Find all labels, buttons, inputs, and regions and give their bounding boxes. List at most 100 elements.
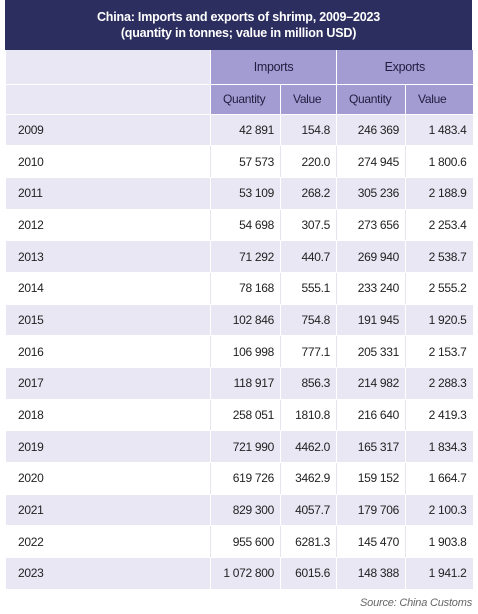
value-cell: 4462.0 xyxy=(279,430,337,464)
value-cell: 273 656 xyxy=(336,209,406,242)
table-row: 2019 721 990 4462.0 165 317 1 834.3 xyxy=(5,430,473,464)
group-header-row: Imports Exports xyxy=(5,50,473,85)
value-cell: 159 152 xyxy=(336,462,406,495)
table-row: 2011 53 109 268.2 305 236 2 188.9 xyxy=(5,177,473,210)
value-cell: 1 941.2 xyxy=(405,557,473,590)
value-cell: 619 726 xyxy=(210,462,281,495)
year-cell: 2018 xyxy=(5,399,211,432)
year-cell: 2017 xyxy=(5,367,211,400)
table-row: 2009 42 891 154.8 246 369 1 483.4 xyxy=(5,114,473,147)
value-cell: 1 903.8 xyxy=(405,525,473,559)
table-row: 2020 619 726 3462.9 159 152 1 664.7 xyxy=(5,462,473,495)
value-cell: 2 538.7 xyxy=(405,240,473,273)
year-cell: 2023 xyxy=(5,557,211,590)
column-header: Value xyxy=(405,84,473,115)
value-cell: 274 945 xyxy=(336,145,406,178)
year-cell: 2019 xyxy=(5,430,211,464)
value-cell: 191 945 xyxy=(336,304,406,337)
table-row: 2022 955 600 6281.3 145 470 1 903.8 xyxy=(5,525,473,559)
column-header-row: Quantity Value Quantity Value xyxy=(5,84,473,115)
value-cell: 214 982 xyxy=(336,367,406,400)
value-cell: 1810.8 xyxy=(279,399,337,432)
value-cell: 1 834.3 xyxy=(405,430,473,464)
value-cell: 1 483.4 xyxy=(405,114,473,147)
value-cell: 179 706 xyxy=(336,494,406,527)
value-cell: 220.0 xyxy=(279,145,337,178)
value-cell: 118 917 xyxy=(210,367,281,400)
table-row: 2012 54 698 307.5 273 656 2 253.4 xyxy=(5,209,473,242)
value-cell: 4057.7 xyxy=(279,494,337,527)
table-row: 2013 71 292 440.7 269 940 2 538.7 xyxy=(5,240,473,273)
value-cell: 269 940 xyxy=(336,240,406,273)
group-header: Exports xyxy=(336,50,473,85)
value-cell: 829 300 xyxy=(210,494,281,527)
value-cell: 2 288.3 xyxy=(405,367,473,400)
value-cell: 555.1 xyxy=(279,272,337,305)
value-cell: 777.1 xyxy=(279,335,337,368)
year-cell: 2011 xyxy=(5,177,211,210)
value-cell: 102 846 xyxy=(210,304,281,337)
value-cell: 2 555.2 xyxy=(405,272,473,305)
value-cell: 57 573 xyxy=(210,145,281,178)
value-cell: 440.7 xyxy=(279,240,337,273)
year-cell: 2013 xyxy=(5,240,211,273)
value-cell: 205 331 xyxy=(336,335,406,368)
value-cell: 754.8 xyxy=(279,304,337,337)
value-cell: 1 920.5 xyxy=(405,304,473,337)
source-note: Source: China Customs xyxy=(360,597,472,609)
value-cell: 1 664.7 xyxy=(405,462,473,495)
group-header: Imports xyxy=(209,50,337,85)
value-cell: 233 240 xyxy=(336,272,406,305)
value-cell: 955 600 xyxy=(210,525,281,559)
value-cell: 258 051 xyxy=(210,399,281,432)
year-cell: 2010 xyxy=(5,145,211,178)
value-cell: 6015.6 xyxy=(279,557,337,590)
table-card: China: Imports and exports of shrimp, 20… xyxy=(5,0,473,590)
value-cell: 145 470 xyxy=(336,525,406,559)
title-line: China: Imports and exports of shrimp, 20… xyxy=(96,10,381,24)
year-cell: 2016 xyxy=(5,335,211,368)
value-cell: 305 236 xyxy=(336,177,406,210)
value-cell: 78 168 xyxy=(210,272,281,305)
value-cell: 71 292 xyxy=(210,240,281,273)
column-header: Quantity xyxy=(210,84,281,115)
table-row: 2023 1 072 800 6015.6 148 388 1 941.2 xyxy=(5,557,473,590)
value-cell: 856.3 xyxy=(279,367,337,400)
column-header: Quantity xyxy=(336,84,406,115)
year-cell: 2012 xyxy=(5,209,211,242)
value-cell: 307.5 xyxy=(279,209,337,242)
year-cell: 2014 xyxy=(5,272,211,305)
year-cell: 2022 xyxy=(5,525,211,559)
table-row: 2010 57 573 220.0 274 945 1 800.6 xyxy=(5,145,473,178)
year-cell: 2021 xyxy=(5,494,211,527)
value-cell: 2 188.9 xyxy=(405,177,473,210)
table-row: 2021 829 300 4057.7 179 706 2 100.3 xyxy=(5,494,473,527)
value-cell: 3462.9 xyxy=(279,462,337,495)
value-cell: 2 419.3 xyxy=(405,399,473,432)
value-cell: 1 072 800 xyxy=(210,557,281,590)
data-table: Imports Exports Quantity Value Quantity Val… xyxy=(5,50,473,590)
value-cell: 1 800.6 xyxy=(405,145,473,178)
value-cell: 54 698 xyxy=(210,209,281,242)
value-cell: 42 891 xyxy=(210,114,281,147)
value-cell: 268.2 xyxy=(279,177,337,210)
header-blank xyxy=(5,84,211,115)
table-row: 2016 106 998 777.1 205 331 2 153.7 xyxy=(5,335,473,368)
year-cell: 2020 xyxy=(5,462,211,495)
year-cell: 2015 xyxy=(5,304,211,337)
value-cell: 165 317 xyxy=(336,430,406,464)
value-cell: 2 153.7 xyxy=(405,335,473,368)
year-cell: 2009 xyxy=(5,114,211,147)
value-cell: 106 998 xyxy=(210,335,281,368)
column-header: Value xyxy=(279,84,337,115)
table-body: 2009 42 891 154.8 246 369 1 483.4 2010 57 573 2… xyxy=(5,114,473,590)
table-row: 2015 102 846 754.8 191 945 1 920.5 xyxy=(5,304,473,337)
value-cell: 6281.3 xyxy=(279,525,337,559)
value-cell: 53 109 xyxy=(210,177,281,210)
value-cell: 246 369 xyxy=(336,114,406,147)
value-cell: 216 640 xyxy=(336,399,406,432)
value-cell: 154.8 xyxy=(279,114,337,147)
value-cell: 2 253.4 xyxy=(405,209,473,242)
value-cell: 148 388 xyxy=(336,557,406,590)
table-row: 2018 258 051 1810.8 216 640 2 419.3 xyxy=(5,399,473,432)
